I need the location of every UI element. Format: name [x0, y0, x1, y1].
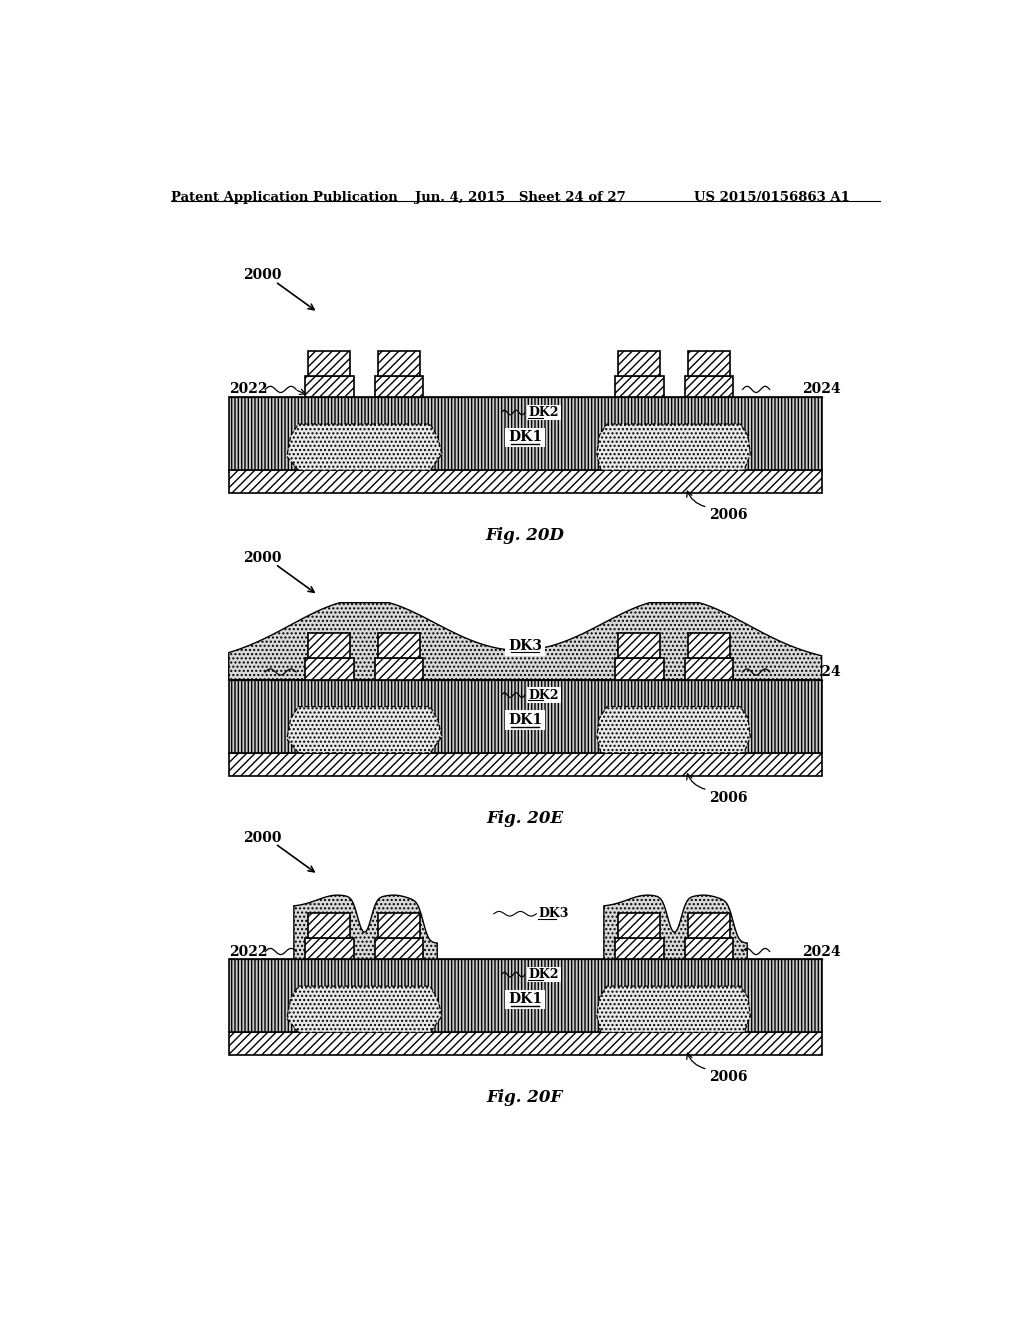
Text: 2000: 2000 [243, 550, 282, 565]
Polygon shape [597, 424, 751, 470]
Text: 2022: 2022 [228, 665, 267, 678]
Text: DK2: DK2 [528, 968, 559, 981]
Text: 2000: 2000 [243, 268, 282, 282]
Text: 2024: 2024 [802, 945, 841, 958]
Bar [375, 937, 423, 960]
Bar [228, 1032, 821, 1056]
Bar [617, 351, 660, 376]
Bar [305, 659, 353, 680]
Bar [615, 659, 664, 680]
Bar [685, 376, 733, 397]
Polygon shape [228, 603, 821, 680]
Bar [305, 937, 353, 960]
Polygon shape [287, 424, 442, 470]
Polygon shape [604, 895, 748, 960]
Bar [687, 634, 730, 659]
Bar [228, 752, 821, 776]
Text: 2024: 2024 [802, 665, 841, 678]
Bar [308, 913, 350, 937]
Bar [378, 913, 420, 937]
Text: DK1: DK1 [508, 430, 543, 445]
Text: 2006: 2006 [710, 508, 748, 521]
Text: DK2: DK2 [528, 689, 559, 702]
Bar [228, 680, 821, 752]
Text: DK1: DK1 [508, 713, 543, 727]
Text: 2000: 2000 [243, 830, 282, 845]
Text: Fig. 20D: Fig. 20D [485, 527, 564, 544]
Text: Fig. 20E: Fig. 20E [486, 809, 563, 826]
Text: DK3: DK3 [539, 907, 569, 920]
Text: DK2: DK2 [528, 407, 559, 418]
Bar [308, 634, 350, 659]
Bar [228, 960, 821, 1032]
Bar [378, 634, 420, 659]
Bar [375, 376, 423, 397]
Polygon shape [597, 986, 751, 1032]
Bar [308, 351, 350, 376]
Bar [687, 913, 730, 937]
Polygon shape [287, 986, 442, 1032]
Bar [687, 351, 730, 376]
Bar [617, 913, 660, 937]
Bar [378, 351, 420, 376]
Polygon shape [597, 706, 751, 752]
Bar [685, 937, 733, 960]
Text: Fig. 20F: Fig. 20F [486, 1089, 563, 1106]
Bar [305, 376, 353, 397]
Bar [615, 937, 664, 960]
Text: US 2015/0156863 A1: US 2015/0156863 A1 [693, 191, 850, 203]
Polygon shape [294, 895, 437, 960]
Bar [375, 659, 423, 680]
Text: 2006: 2006 [710, 1071, 748, 1084]
Text: Jun. 4, 2015   Sheet 24 of 27: Jun. 4, 2015 Sheet 24 of 27 [415, 191, 626, 203]
Text: DK1: DK1 [508, 993, 543, 1006]
Bar [617, 634, 660, 659]
Bar [228, 470, 821, 494]
Text: 2022: 2022 [228, 945, 267, 958]
Text: 2006: 2006 [710, 791, 748, 804]
Text: 2022: 2022 [228, 383, 267, 396]
Text: DK3: DK3 [508, 639, 542, 653]
Bar [228, 397, 821, 470]
Text: Patent Application Publication: Patent Application Publication [171, 191, 397, 203]
Polygon shape [287, 706, 442, 752]
Bar [615, 376, 664, 397]
Text: 2024: 2024 [802, 383, 841, 396]
Bar [685, 659, 733, 680]
